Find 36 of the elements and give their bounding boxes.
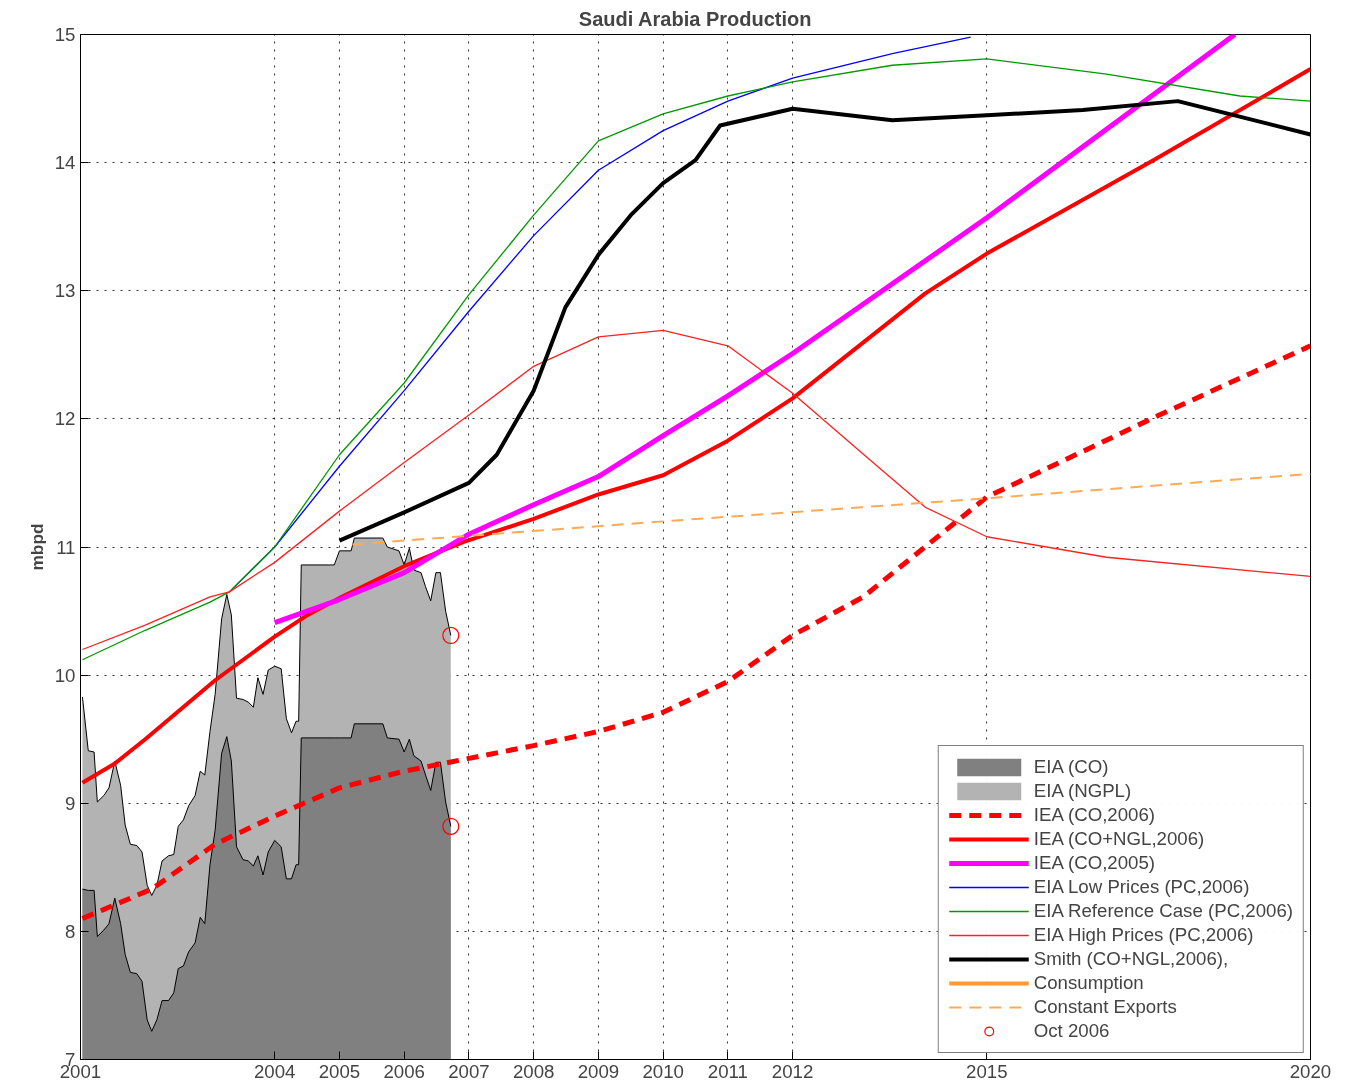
x-tick-label: 2010 [642,1060,684,1082]
legend-label: Constant Exports [1033,996,1177,1018]
legend-label: IEA (CO,2006) [1033,804,1156,826]
line-series [80,67,1311,785]
y-tick-label: 11 [56,536,76,558]
x-tick-label: 2011 [707,1060,748,1082]
chart-title: Saudi Arabia Production [578,7,812,30]
legend-label: EIA Low Prices (PC,2006) [1033,876,1250,898]
line-series [81,329,1311,651]
y-tick-label: 13 [54,280,76,302]
x-tick-label: 2009 [577,1060,620,1082]
y-tick-label: 15 [54,24,76,45]
x-tick-label: 2007 [448,1060,490,1082]
x-tick-label: 2020 [1289,1060,1332,1082]
x-tick-label: 2012 [771,1060,814,1082]
y-tick-label: 12 [54,408,76,430]
legend-label: IEA (CO+NGL,2006) [1033,828,1205,850]
y-tick-label: 9 [65,792,76,814]
y-tick-label: 10 [54,664,76,686]
x-tick-label: 2006 [383,1060,425,1082]
legend-label: Consumption [1033,972,1144,994]
y-axis-title: mbpd [26,523,47,571]
y-tick-label: 14 [54,152,76,174]
line-series [81,58,1311,661]
x-tick-label: 2004 [253,1060,296,1082]
legend-label: IEA (CO,2005) [1033,852,1156,874]
legend-label: EIA (NGPL) [1033,780,1132,802]
legend-label: EIA High Prices (PC,2006) [1033,924,1254,946]
legend-label: Smith (CO+NGL,2006), [1033,948,1229,970]
legend-label: EIA Reference Case (PC,2006) [1033,900,1293,922]
x-tick-label: 2005 [318,1060,361,1082]
legend-label: EIA (CO) [1033,756,1109,778]
y-tick-label: 8 [65,920,76,942]
x-tick-label: 2015 [966,1060,1008,1082]
legend-label: Oct 2006 [1033,1020,1110,1042]
x-tick-label: 2008 [512,1060,555,1082]
